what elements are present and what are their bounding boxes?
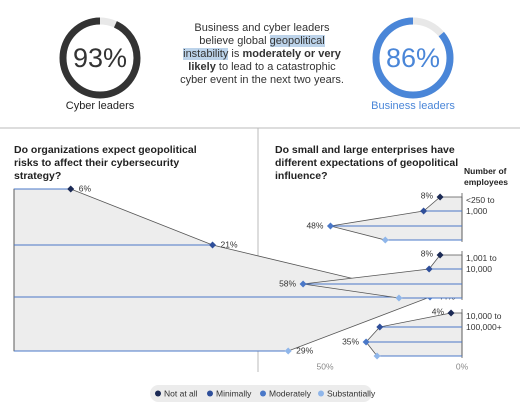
- profile-area: [365, 312, 463, 357]
- value-label: 48%: [306, 220, 323, 230]
- group-label: 10,000 to 100,000+: [466, 311, 502, 332]
- point: [395, 294, 403, 302]
- point: [381, 236, 389, 244]
- summary-segment: is: [228, 48, 243, 60]
- legend-label: Moderately: [269, 388, 312, 398]
- group-label: 1,001 to 10,000: [466, 253, 497, 274]
- gauge-value: 86%: [386, 43, 440, 73]
- value-label: 8%: [421, 190, 434, 200]
- legend-marker: [318, 390, 324, 397]
- gauge-label: Business leaders: [371, 100, 455, 112]
- value-label: 58%: [279, 278, 296, 288]
- profile-area: [330, 196, 463, 241]
- gauge-label: Cyber leaders: [66, 100, 135, 112]
- legend-marker: [207, 390, 213, 397]
- gauge-arc: [372, 17, 454, 99]
- summary-segment: to lead to a catastrophic cyber event in…: [180, 61, 344, 86]
- legend-label: Substantially: [327, 388, 376, 398]
- legend-marker: [260, 390, 266, 397]
- point: [420, 207, 428, 215]
- value-label: 29%: [296, 345, 313, 355]
- value-label: 21%: [221, 239, 238, 249]
- chart-title: Do small and large enterprises have diff…: [275, 144, 459, 182]
- x-tick-label: 0%: [456, 361, 469, 371]
- point: [326, 222, 334, 230]
- point: [373, 352, 381, 360]
- point: [376, 323, 384, 331]
- value-label: 8%: [421, 248, 434, 258]
- gauge-arc: [59, 17, 141, 99]
- point: [299, 280, 307, 288]
- point: [284, 347, 292, 355]
- axis-title: Number of employees: [464, 166, 508, 187]
- value-label: 4%: [432, 306, 445, 316]
- point: [362, 338, 370, 346]
- x-tick-label: 50%: [316, 361, 333, 371]
- group-label: <250 to 1,000: [466, 195, 495, 216]
- value-label: 35%: [342, 336, 359, 346]
- legend-marker: [155, 390, 161, 397]
- point: [436, 193, 444, 201]
- point: [447, 309, 455, 317]
- legend-label: Not at all: [164, 388, 198, 398]
- point: [209, 241, 217, 249]
- legend-label: Minimally: [216, 388, 252, 398]
- value-label: 6%: [79, 183, 92, 193]
- point: [67, 185, 75, 193]
- chart-title: Do organizations expect geopolitical ris…: [14, 144, 197, 182]
- summary-segment: Business and cyber leaders believe globa…: [194, 22, 330, 47]
- summary-text: Business and cyber leaders believe globa…: [178, 22, 346, 87]
- point: [436, 251, 444, 259]
- point: [425, 265, 433, 273]
- gauge-value: 93%: [73, 43, 127, 73]
- profile-area: [13, 188, 432, 352]
- summary-segment: moderately or very likely: [188, 48, 341, 73]
